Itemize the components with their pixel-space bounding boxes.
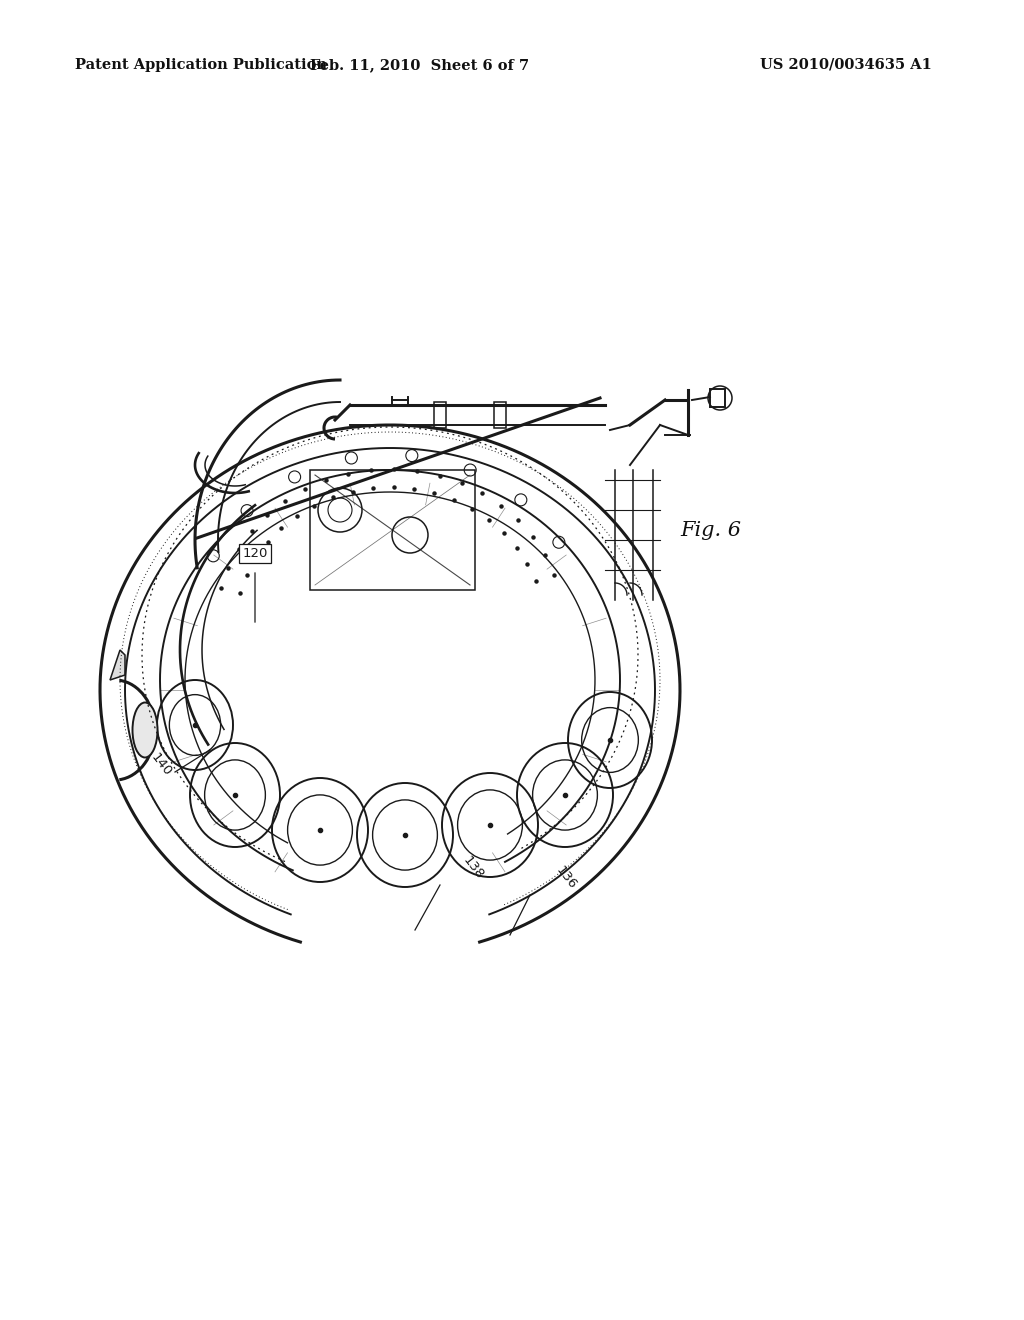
- Ellipse shape: [132, 702, 158, 758]
- Bar: [710, 389, 725, 407]
- Circle shape: [406, 450, 418, 462]
- Text: Fig. 6: Fig. 6: [680, 520, 741, 540]
- Text: 138: 138: [460, 854, 485, 882]
- Text: 136: 136: [553, 865, 579, 892]
- Text: US 2010/0034635 A1: US 2010/0034635 A1: [760, 58, 932, 73]
- Circle shape: [553, 536, 565, 548]
- Bar: [434, 403, 446, 428]
- Text: Feb. 11, 2010  Sheet 6 of 7: Feb. 11, 2010 Sheet 6 of 7: [310, 58, 529, 73]
- Circle shape: [464, 465, 476, 477]
- Circle shape: [345, 451, 357, 463]
- Circle shape: [515, 494, 526, 506]
- Polygon shape: [110, 649, 125, 680]
- Bar: [494, 403, 506, 428]
- Circle shape: [241, 504, 253, 516]
- Text: Patent Application Publication: Patent Application Publication: [75, 58, 327, 73]
- Text: 140: 140: [148, 751, 174, 779]
- Text: 120: 120: [243, 546, 267, 560]
- Bar: [310, 470, 475, 590]
- Circle shape: [207, 550, 219, 562]
- Circle shape: [289, 471, 301, 483]
